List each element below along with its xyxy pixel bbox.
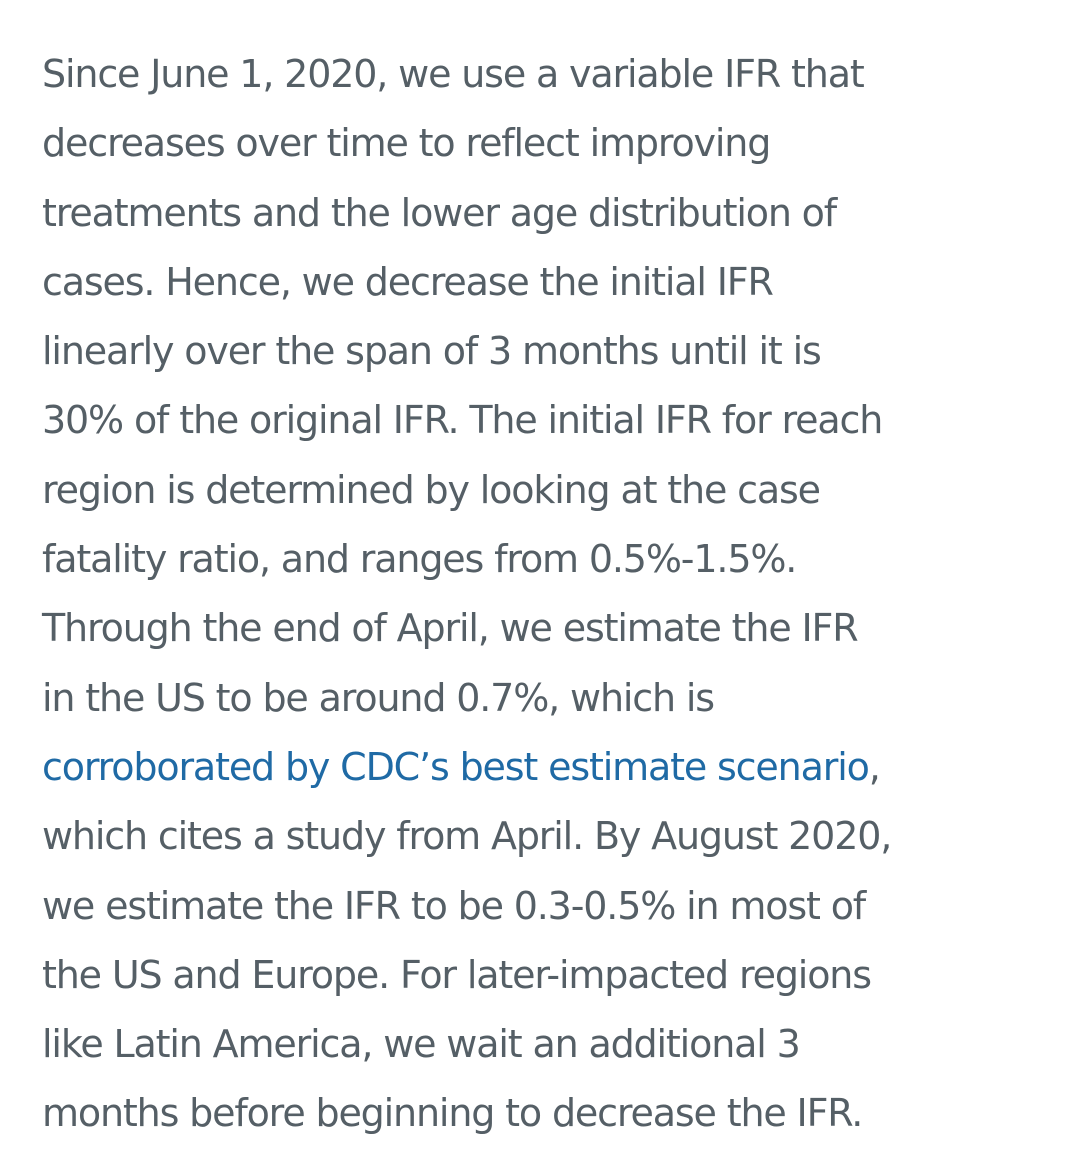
text-line: region is determined by looking at the c…	[42, 467, 821, 512]
text-line: the US and Europe. For later-impacted re…	[42, 952, 872, 997]
link-line: corroborated by CDC’s best estimate scen…	[42, 733, 1052, 802]
text-line: Through the end of April, we estimate th…	[42, 606, 859, 651]
cdc-scenario-link[interactable]: corroborated by CDC’s best estimate scen…	[42, 744, 870, 789]
text-line: in the US to be around 0.7%, which is	[42, 675, 715, 720]
text-line: decreases over time to reflect improving	[42, 121, 771, 166]
text-line: linearly over the span of 3 months until…	[42, 329, 822, 374]
text-line: cases. Hence, we decrease the initial IF…	[42, 259, 774, 304]
ifr-paragraph: Since June 1, 2020, we use a variable IF…	[42, 40, 1052, 1149]
text-line: which cites a study from April. By Augus…	[42, 814, 892, 859]
text-line: we estimate the IFR to be 0.3-0.5% in mo…	[42, 883, 866, 928]
text-line: treatments and the lower age distributio…	[42, 190, 837, 235]
text-line: Since June 1, 2020, we use a variable IF…	[42, 52, 865, 96]
text-line: 30% of the original IFR. The initial IFR…	[42, 398, 883, 443]
text-line: like Latin America, we wait an additiona…	[42, 1022, 801, 1067]
article-body: Since June 1, 2020, we use a variable IF…	[42, 40, 1052, 1149]
text-line: fatality ratio, and ranges from 0.5%-1.5…	[42, 537, 797, 582]
text-line: months before beginning to decrease the …	[42, 1091, 863, 1136]
link-suffix: ,	[868, 744, 881, 789]
